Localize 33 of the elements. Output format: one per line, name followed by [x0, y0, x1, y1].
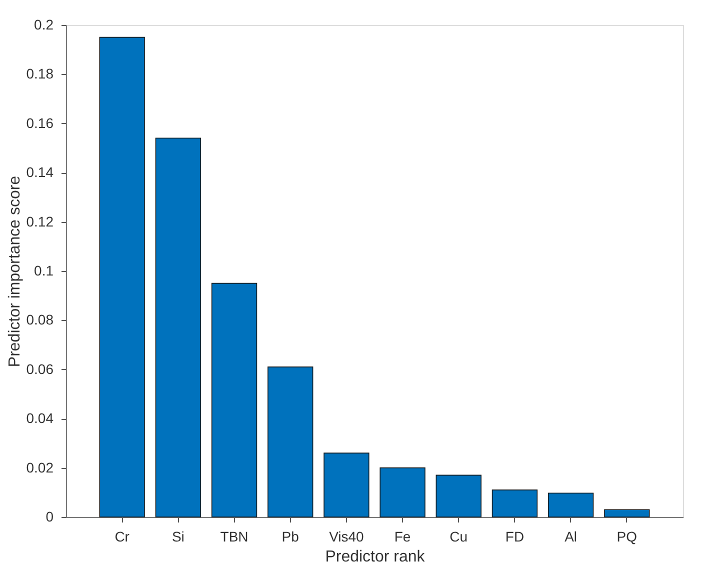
bar [211, 282, 258, 518]
bar [604, 509, 650, 518]
bar [324, 452, 370, 518]
y-tick-label: 0.02 [26, 459, 54, 476]
bar [492, 490, 538, 518]
x-tick-label: Cr [114, 528, 130, 544]
y-axis-title: Predictor importance score [6, 176, 24, 368]
bar [380, 467, 426, 518]
y-tick-label: 0.06 [26, 360, 54, 377]
x-tick-label: Vis40 [329, 528, 364, 544]
y-tick-label: 0.04 [26, 410, 54, 426]
bar [155, 138, 202, 518]
x-tick-label: Al [564, 528, 578, 544]
y-tick-label: 0 [46, 508, 54, 524]
bar [436, 474, 482, 518]
y-tick-label: 0.16 [26, 114, 54, 131]
y-tick-label: 0.1 [34, 262, 54, 278]
y-tick-label: 0.2 [34, 16, 54, 32]
y-tick-label: 0.14 [26, 164, 54, 180]
y-tick-label: 0.12 [26, 213, 54, 230]
bar [548, 492, 594, 518]
bar [99, 36, 145, 518]
x-tick-label: Fe [394, 528, 411, 544]
x-axis-title: Predictor rank [325, 548, 426, 566]
x-tick-label: PQ [616, 528, 638, 544]
x-tick-label: Si [172, 528, 184, 544]
x-tick-label: Cu [450, 528, 468, 544]
x-tick-label: FD [505, 528, 524, 544]
x-tick-label: TBN [220, 528, 248, 544]
y-tick-label: 0.18 [26, 66, 54, 82]
y-tick-label: 0.08 [26, 312, 54, 328]
x-tick-label: Pb [282, 528, 300, 544]
bar [268, 366, 314, 518]
